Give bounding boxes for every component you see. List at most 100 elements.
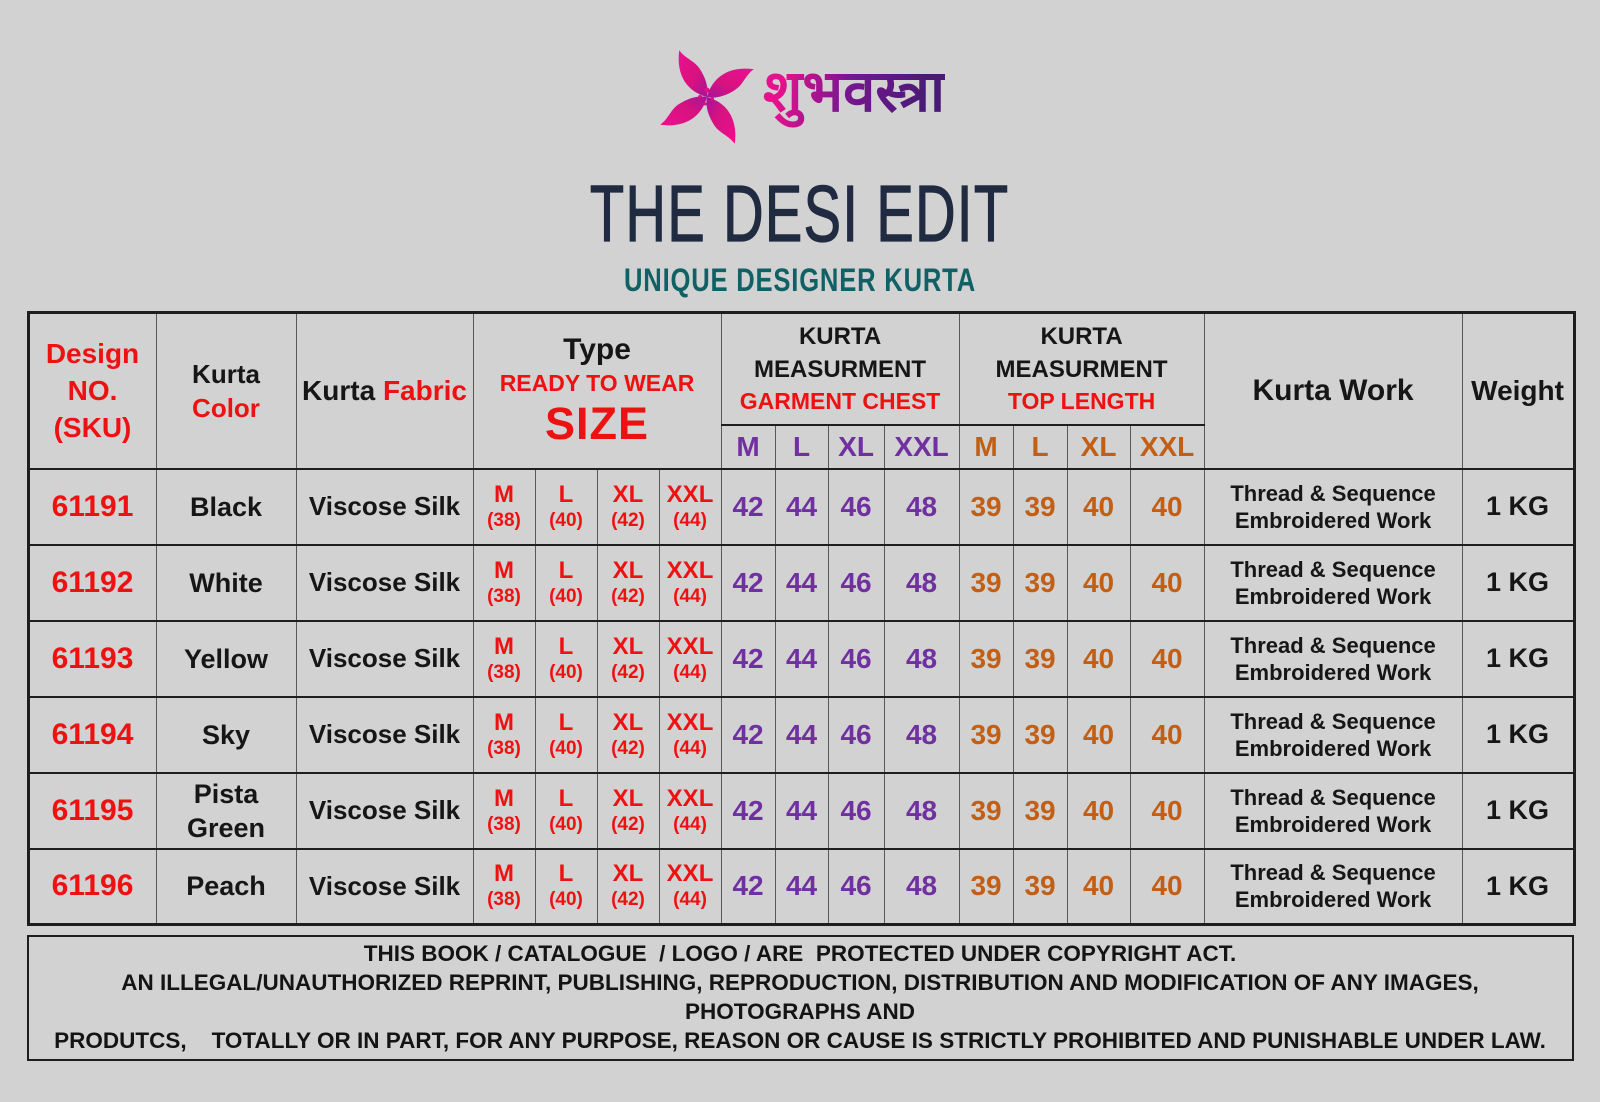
length-value: 39: [958, 847, 1014, 926]
size-number: (38): [487, 661, 521, 683]
size-label: L: [558, 784, 574, 812]
chest-value: 48: [883, 695, 960, 774]
weight-cell: 1 KG: [1461, 847, 1575, 926]
chest-size-header-xl: XL: [827, 423, 885, 470]
sku-cell: 61192: [27, 543, 157, 622]
size-label: L: [558, 632, 574, 660]
color-cell: Yellow: [155, 619, 297, 698]
fabric-cell: Viscose Silk: [295, 847, 474, 926]
length-value: 39: [1012, 467, 1068, 546]
size-number: (38): [487, 813, 521, 835]
chest-value: 46: [827, 695, 885, 774]
chest-value: 44: [774, 771, 829, 850]
pinwheel-swirl-icon: [660, 50, 754, 144]
weight-cell: 1 KG: [1461, 619, 1575, 698]
size-number: (44): [673, 889, 707, 911]
color-cell: White: [155, 543, 297, 622]
size-label: L: [558, 708, 574, 736]
size-number: (42): [611, 889, 645, 911]
size-number: (42): [611, 509, 645, 531]
color-cell: Peach: [155, 847, 297, 926]
chest-value: 44: [774, 467, 829, 546]
size-cell: M (38): [472, 619, 536, 698]
size-cell: XXL (44): [658, 467, 722, 546]
size-cell: L (40): [534, 543, 598, 622]
size-cell: L (40): [534, 771, 598, 850]
chest-value: 42: [720, 467, 776, 546]
size-number: (42): [611, 737, 645, 759]
page-subtitle: UNIQUE DESIGNER KURTA: [623, 262, 976, 298]
size-cell: XXL (44): [658, 543, 722, 622]
size-number: (38): [487, 585, 521, 607]
size-number: (42): [611, 661, 645, 683]
kurta-work-header: Kurta Work: [1203, 311, 1463, 470]
size-cell: M (38): [472, 771, 536, 850]
length-value: 40: [1066, 619, 1131, 698]
weight-cell: 1 KG: [1461, 695, 1575, 774]
size-number: (38): [487, 509, 521, 531]
size-cell: XXL (44): [658, 695, 722, 774]
sku-cell: 61193: [27, 619, 157, 698]
size-cell: M (38): [472, 847, 536, 926]
weight-header: Weight: [1461, 311, 1575, 470]
copyright-line: AN ILLEGAL/UNAUTHORIZED REPRINT, PUBLISH…: [121, 970, 1486, 1024]
copyright-line: PRODUTCS, TOTALLY OR IN PART, FOR ANY PU…: [54, 1028, 1546, 1053]
size-cell: XL (42): [596, 847, 660, 926]
size-number: (40): [549, 585, 583, 607]
chest-value: 42: [720, 543, 776, 622]
work-cell: Thread & Sequence Embroidered Work: [1203, 619, 1463, 698]
table-body: 61191 Black Viscose Silk M (38) L (40) XL (42) XX…: [27, 467, 1575, 926]
size-label: L: [558, 480, 574, 508]
weight-cell: 1 KG: [1461, 543, 1575, 622]
length-size-header-xl: XL: [1066, 423, 1131, 470]
chest-value: 42: [720, 847, 776, 926]
size-number: (38): [487, 889, 521, 911]
size-number: (44): [673, 585, 707, 607]
length-value: 40: [1066, 543, 1131, 622]
size-label: XL: [612, 632, 644, 660]
length-value: 39: [1012, 543, 1068, 622]
weight-cell: 1 KG: [1461, 771, 1575, 850]
size-number: (44): [673, 661, 707, 683]
fabric-cell: Viscose Silk: [295, 695, 474, 774]
size-cell: M (38): [472, 543, 536, 622]
length-size-header-xxl: XXL: [1129, 423, 1205, 470]
size-label: XL: [612, 480, 644, 508]
table-row: 61196 Peach Viscose Silk M (38) L (40) XL (42) XX…: [27, 847, 1575, 926]
sku-cell: 61191: [27, 467, 157, 546]
design-no-header: Design NO. (SKU): [27, 311, 157, 470]
table-row: 61195 Pista Green Viscose Silk M (38) L (40) XL…: [27, 771, 1575, 850]
table-row: 61193 Yellow Viscose Silk M (38) L (40) XL (42) X…: [27, 619, 1575, 698]
length-group-header: KURTA MEASURMENT TOP LENGTH: [958, 311, 1205, 426]
table-row: 61194 Sky Viscose Silk M (38) L (40) XL (42) XXL(…: [27, 695, 1575, 774]
length-value: 40: [1066, 847, 1131, 926]
size-label: L: [558, 860, 574, 888]
size-cell: L (40): [534, 467, 598, 546]
size-label: XXL: [666, 480, 714, 508]
length-value: 40: [1129, 467, 1205, 546]
copyright-line: THIS BOOK / CATALOGUE / LOGO / ARE PROTE…: [363, 941, 1237, 966]
color-cell: Black: [155, 467, 297, 546]
size-label: XXL: [666, 708, 714, 736]
size-cell: XL (42): [596, 543, 660, 622]
chest-size-header-l: L: [774, 423, 829, 470]
work-cell: Thread & Sequence Embroidered Work: [1203, 771, 1463, 850]
size-number: (40): [549, 509, 583, 531]
color-cell: Sky: [155, 695, 297, 774]
chest-value: 44: [774, 543, 829, 622]
work-cell: Thread & Sequence Embroidered Work: [1203, 543, 1463, 622]
size-number: (44): [673, 509, 707, 531]
length-size-header-m: M: [958, 423, 1014, 470]
length-value: 39: [958, 771, 1014, 850]
size-number: (40): [549, 813, 583, 835]
chest-value: 48: [883, 543, 960, 622]
size-number: (44): [673, 737, 707, 759]
weight-cell: 1 KG: [1461, 467, 1575, 546]
chest-value: 46: [827, 771, 885, 850]
size-cell: L (40): [534, 695, 598, 774]
size-number: (42): [611, 813, 645, 835]
chest-value: 44: [774, 847, 829, 926]
size-number: (40): [549, 889, 583, 911]
size-label: M: [494, 784, 514, 812]
size-cell: L (40): [534, 847, 598, 926]
